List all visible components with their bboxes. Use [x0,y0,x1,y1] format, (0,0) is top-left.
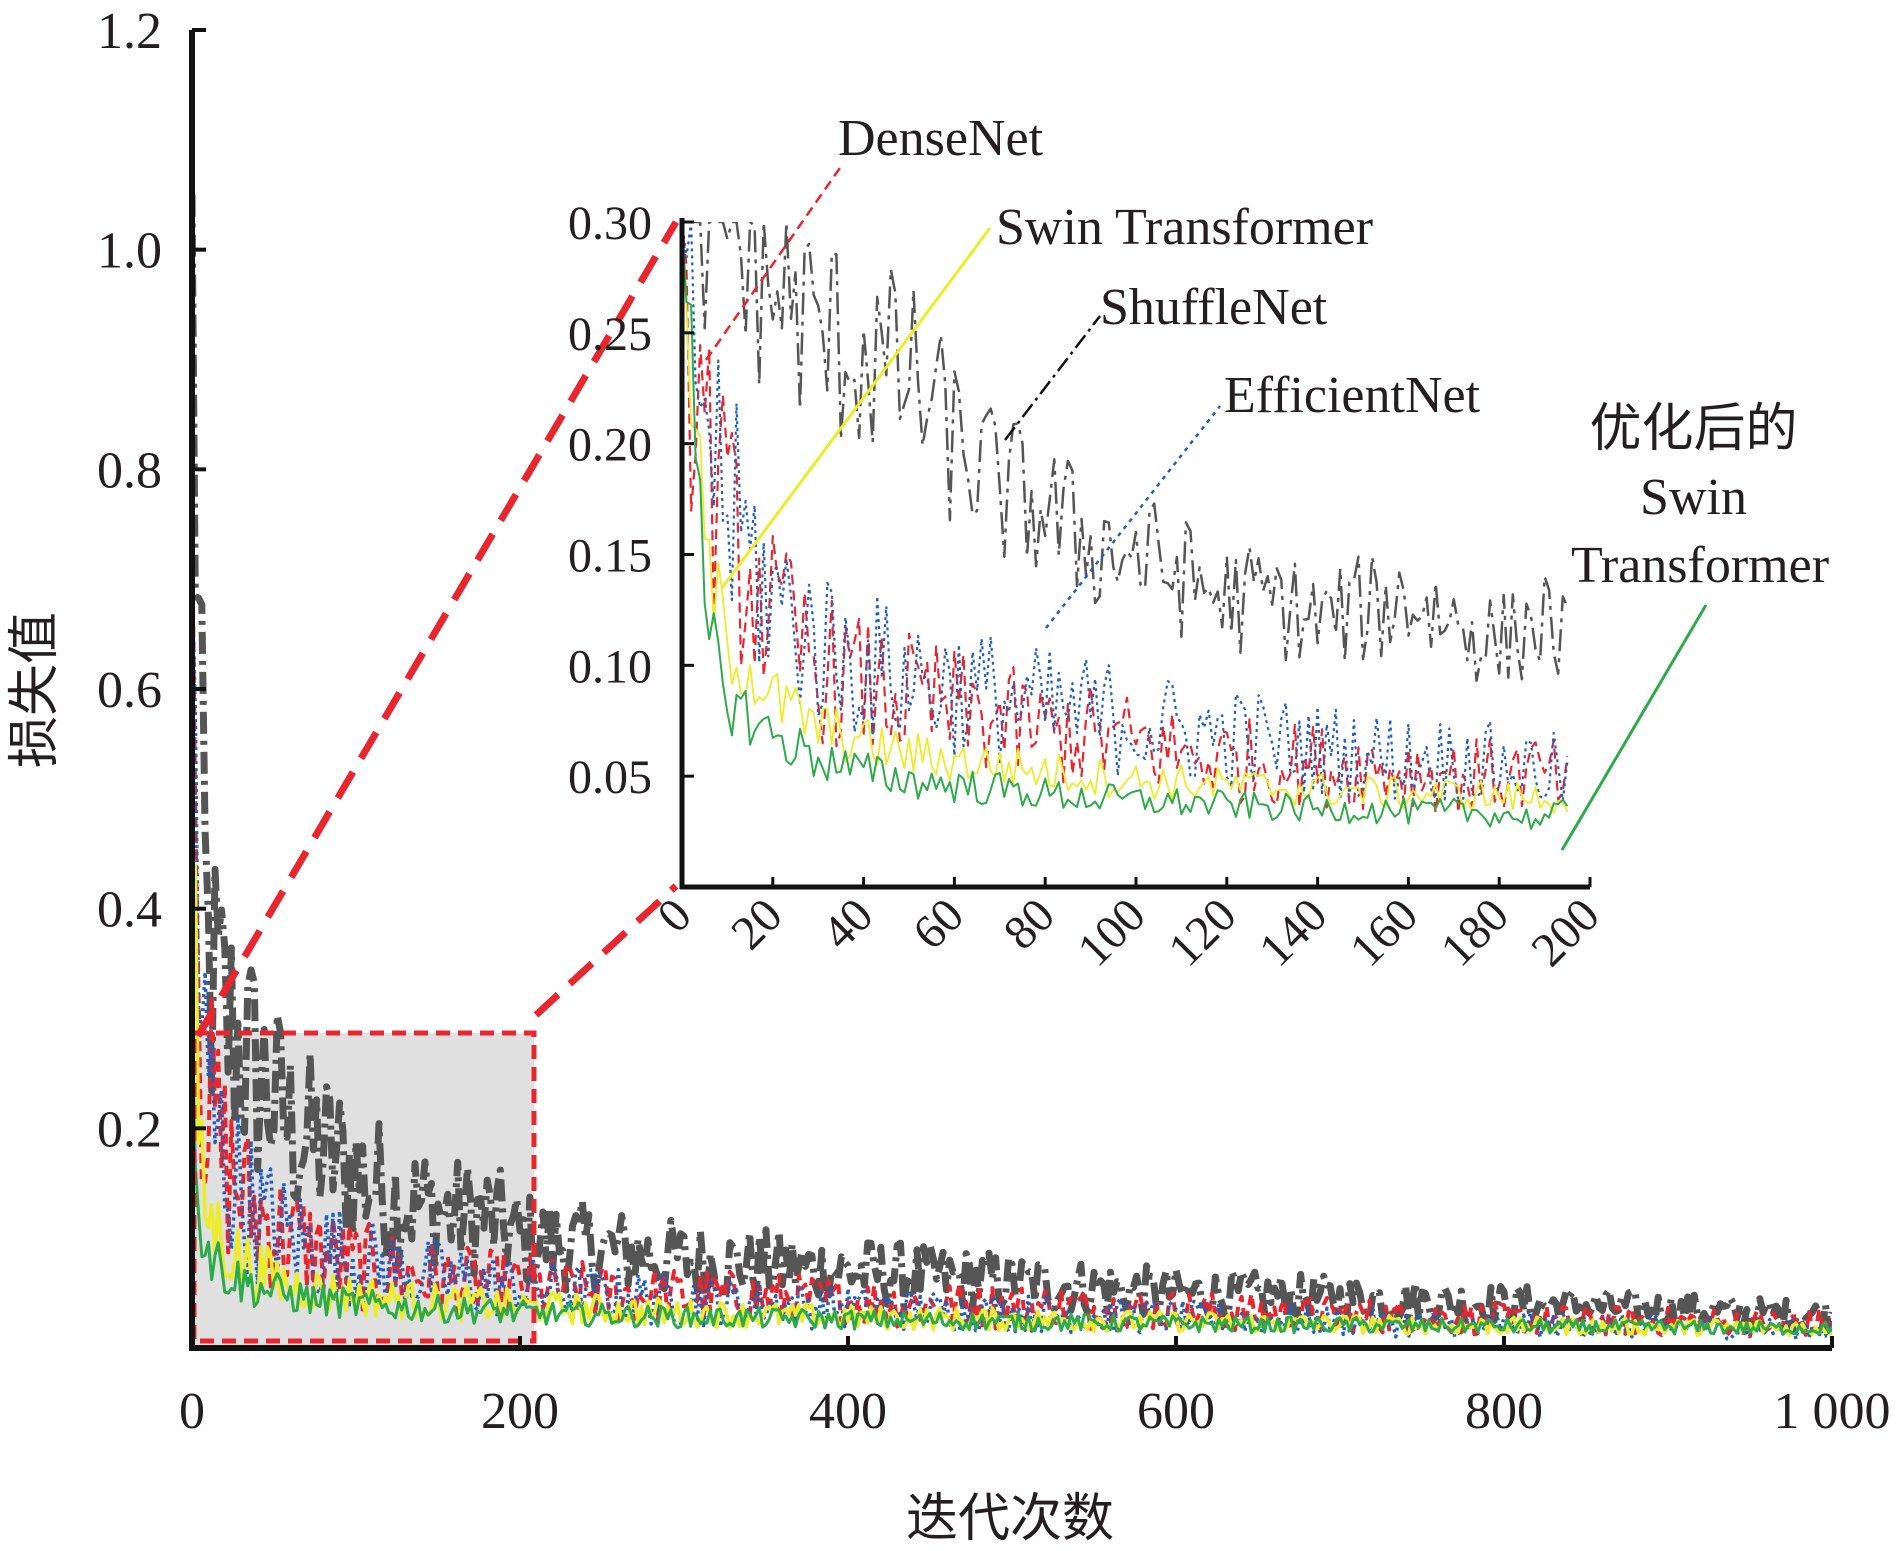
inset-y-tick-label: 0.30 [568,197,652,250]
inset-x-tick-label: 40 [812,888,883,959]
swin-annotation: Swin Transformer [996,199,1373,256]
main-y-axis-label: 损失值 [7,612,64,768]
inset-y-tick-label: 0.15 [568,530,652,583]
densenet-leader-line [704,164,844,361]
inset-y-tick-label: 0.25 [568,308,652,361]
main-series-shufflenet [192,194,1832,1334]
inset-x-tick-label: 20 [721,888,792,959]
inset-x-tick-label: 140 [1249,888,1337,976]
inset-series-shufflenet [682,222,1569,683]
main-x-tick-label: 200 [481,1383,559,1440]
inset-series-swin [682,244,1569,814]
inset-x-tick-label: 120 [1158,888,1246,976]
main-x-tick-label: 0 [179,1383,205,1440]
main-y-tick-label: 1.0 [97,223,162,280]
inset-x-tick-label: 200 [1521,888,1609,976]
inset-x-tick-label: 60 [903,888,974,959]
inset-series-densenet [682,222,1569,815]
main-x-tick-label: 1 000 [1774,1383,1891,1440]
inset-x-tick-label: 80 [994,888,1065,959]
swin-leader-line [720,227,992,589]
main-y-tick-label: 0.2 [97,1101,162,1158]
inset-series-efficientnet [682,222,1569,806]
main-plot-area [192,194,1832,1341]
zoom-region-outline [191,1030,537,1344]
main-x-tick-label: 400 [809,1383,887,1440]
main-x-axis-label: 迭代次数 [906,1491,1114,1548]
efficientnet-annotation: EfficientNet [1224,367,1481,424]
shufflenet-annotation: ShuffleNet [1100,279,1328,336]
efficientnet-leader-line [1045,405,1221,629]
opt-swin-leader-line [1560,604,1708,851]
inset-x-tick-label: 180 [1431,888,1519,976]
inset-y-tick-label: 0.05 [568,751,652,804]
opt-swin-annotation: 优化后的 Swin Transformer [1571,401,1829,594]
inset-x-tick-label: 0 [647,888,701,942]
inset-x-tick-label: 160 [1340,888,1428,976]
zoom-connector-top [194,220,680,1038]
inset-y-tick-label: 0.20 [568,419,652,472]
main-x-tick-label: 800 [1465,1383,1543,1440]
shufflenet-leader-line [1004,315,1101,441]
inset-background [682,222,1590,886]
main-series-opt_swin [192,1018,1832,1336]
inset-series-opt_swin [682,222,1569,830]
main-y-tick-label: 0.8 [97,442,162,499]
main-series-densenet [192,513,1832,1339]
inset-plot-area [682,222,1569,830]
main-x-tick-label: 600 [1137,1383,1215,1440]
main-y-tick-label: 0.4 [97,882,162,939]
main-series-swin [192,863,1832,1338]
densenet-annotation: DenseNet [838,110,1044,167]
main-y-tick-label: 0.6 [97,662,162,719]
main-series-efficientnet [192,579,1832,1341]
inset-x-tick-label: 100 [1067,888,1155,976]
main-y-tick-label: 1.2 [97,3,162,60]
zoom-connector-bottom [533,883,679,1018]
inset-y-tick-label: 0.10 [568,640,652,693]
